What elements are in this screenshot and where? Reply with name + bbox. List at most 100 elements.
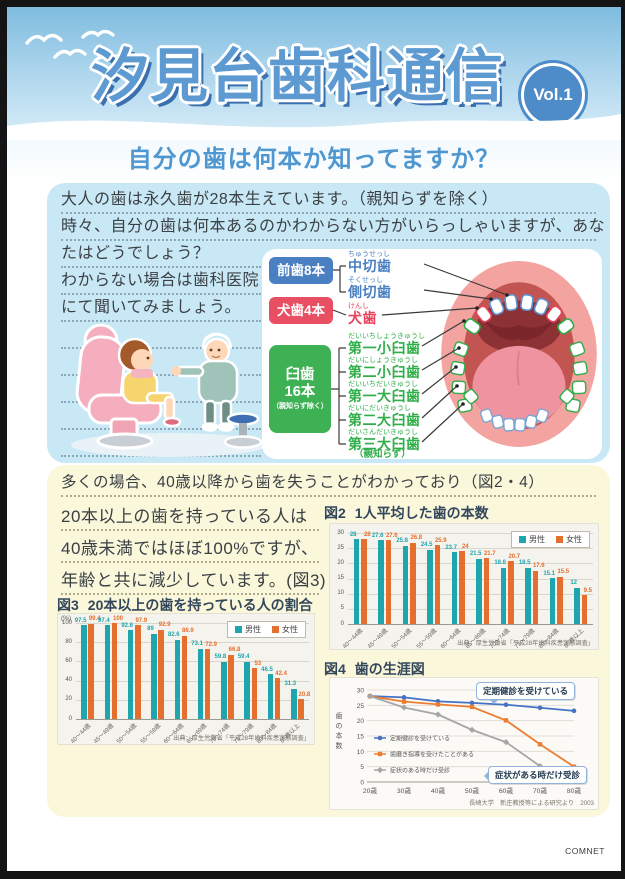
bar [525,567,531,624]
svg-text:30歳: 30歳 [397,786,412,795]
svg-text:0: 0 [360,780,364,787]
bar-value-label: 21.7 [483,550,496,557]
bar [158,629,164,719]
bar-value-label: 15.5 [557,569,570,576]
y-tick-label: 10 [337,590,344,597]
gridline [76,623,309,624]
legend-item: 女性 [272,624,298,635]
bar [402,545,409,624]
bar [151,633,157,719]
y-tick-label: 0 [68,715,72,722]
front-teeth-badge: 前歯8本 [269,257,333,284]
bar-value-label: 46.5 [261,666,273,673]
bar-value-label: 12 [570,580,578,587]
chart-source: 長崎大学 新庄教授等による研究より 2003 [469,800,594,807]
intro-text-line: わからない場合は歯科医院 [61,269,261,295]
ruled-line [61,323,261,349]
svg-text:25: 25 [357,703,365,710]
svg-text:数: 数 [336,741,343,750]
tooth-label-second-molar: だいにだいきゅうし 第二大臼歯 [348,405,421,428]
stats-text-line: 40歳未満ではほぼ100%ですが、 [61,537,319,563]
chart-legend: 男性 女性 [511,531,590,548]
y-tick-label: 100 [61,619,72,626]
bar-value-label: 99.4 [88,616,101,623]
y-tick-label: 15 [337,575,344,581]
svg-text:症状のある時だけ受診: 症状のある時だけ受診 [390,767,450,775]
bar [174,639,181,719]
bar [221,661,227,719]
tooth-label-central-incisor: ちゅうせっし 中切歯 [348,251,392,274]
fig4-heading: 図4 歯の生涯図 [324,661,425,677]
chart-callout: 定期健診を受けている [476,682,576,704]
gridline [76,719,309,720]
bar [104,625,111,719]
gridline [76,661,309,663]
bar [135,625,141,719]
bar-value-label: 25.9 [434,537,447,544]
legend-swatch [556,536,563,543]
bar-value-label: 59.4 [237,654,250,661]
y-tick-label: 80 [65,638,72,645]
tooth-label-third-molar: だいさんだいきゅうし 第三大臼歯 [348,429,421,452]
bar [88,623,94,719]
bar-value-label: 27.6 [371,532,384,539]
svg-text:70歳: 70歳 [533,786,548,795]
bar-value-label: 24 [461,543,469,550]
bar [298,699,304,719]
y-tick-label: 5 [340,605,344,612]
legend-item: 女性 [556,534,582,545]
fig2-bar-chart: 0 5 10 15 20 25 30 28 28 40〜44歳 27.6 27.6 45〜49歳 25.8… [329,523,599,650]
canine-badge: 犬歯4本 [269,297,333,324]
page-subtitle: 自分の歯は何本か知ってますか？ [7,139,621,183]
chart-legend: 男性 女性 [227,621,306,638]
fig3-bar-chart: 0 20 40 60 80 100 (%) 97.5 99.4 40〜44歳 97.4 100 45〜4… [57,613,315,745]
publisher-credit: COMNET [565,846,605,856]
svg-text:の: の [336,723,343,730]
bar [581,595,588,624]
bar-value-label: 20.7 [508,553,521,560]
bar-value-label: 89 [147,626,154,633]
dentist-patient-illustration [71,323,267,457]
bar [378,540,384,624]
bar [204,649,211,719]
chart-source: 出典：厚生労働省「平成28年歯科疾患実態調査」 [173,735,310,742]
bar [267,674,274,719]
bar [427,549,433,624]
tooth-label-first-premolar: だいいちしょうきゅうし 第一小臼歯 [348,333,425,356]
bar-value-label: 23.7 [445,544,458,551]
y-tick-label: 20 [337,559,344,566]
chart-source: 出典：厚生労働省「平成28年歯科疾患実態調査」 [457,640,594,647]
intro-text-line: たはどうでしょう？ [61,242,261,268]
bar [197,648,204,719]
bar-value-label: 17.6 [532,563,545,570]
bar-value-label: 20.8 [298,691,311,698]
bar-value-label: 18.5 [518,560,531,567]
gridline [348,563,593,565]
bar-value-label: 26.8 [410,535,423,542]
bar-value-label: 97.4 [98,617,110,624]
svg-text:歯磨き指導を受けたことがある: 歯磨き指導を受けたことがある [390,751,474,759]
svg-text:15: 15 [357,734,365,741]
bar-value-label: 53 [254,660,262,667]
bar-value-label: 59.8 [214,654,227,661]
bar [228,654,234,719]
bar [111,623,118,719]
gridline [348,548,593,550]
svg-text:10: 10 [357,749,365,756]
bar [483,558,490,624]
y-tick-label: 25 [337,544,344,551]
volume-badge: Vol.1 [521,63,585,127]
stats-text-line: 20本以上の歯を持っている人は [61,505,319,531]
bar [353,539,360,624]
svg-text:30: 30 [357,688,365,695]
bar [434,545,441,624]
bar-value-label: 97.5 [74,617,87,624]
line-chart-svg: 0 5 10 15 20 25 30 歯の本数 20歳 30歳 40歳 50歳 60歳 70歳 80歳 定期健… [336,688,582,796]
wave-decoration [7,114,621,140]
bar-value-label: 92.6 [121,622,134,629]
bar [574,587,580,624]
bar [410,542,416,624]
svg-text:20: 20 [357,718,365,725]
svg-text:50歳: 50歳 [465,786,480,795]
